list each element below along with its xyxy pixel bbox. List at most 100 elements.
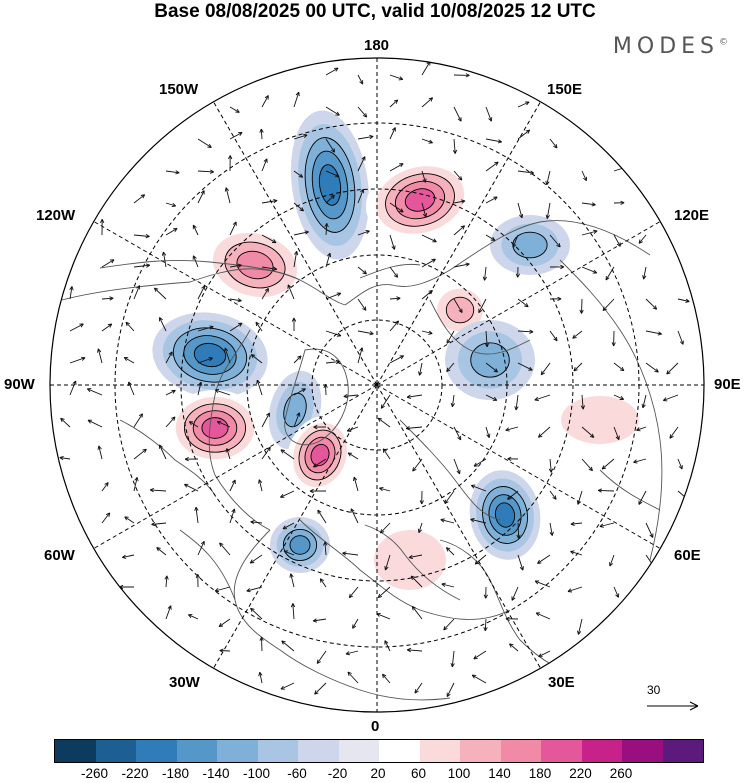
wind-vector <box>133 413 143 428</box>
wind-vector-head <box>188 421 194 426</box>
wind-vector-head <box>443 625 448 631</box>
colorbar-tick-label: 20 <box>370 766 386 781</box>
wind-vector <box>122 554 135 558</box>
anomaly-contour <box>374 530 446 590</box>
modes-logo: MODES© <box>613 34 728 59</box>
wind-vector <box>192 224 199 236</box>
wind-vector-head <box>638 239 643 244</box>
wind-vector <box>159 317 167 332</box>
wind-vector-head <box>591 202 596 207</box>
wind-vector <box>197 357 213 364</box>
wind-vector <box>412 458 423 472</box>
wind-vector <box>350 508 359 524</box>
wind-vector <box>389 74 403 80</box>
wind-vector-head <box>377 417 383 422</box>
wind-vector-head <box>431 258 436 263</box>
wind-vector <box>165 575 168 588</box>
wind-vector <box>347 671 359 684</box>
colorbar-tick-label: -260 <box>80 766 109 781</box>
wind-vector-head <box>567 588 573 593</box>
wind-vector <box>453 138 456 154</box>
wind-vector <box>441 583 455 588</box>
wind-vector-head <box>266 412 270 418</box>
wind-vector-head <box>537 559 542 564</box>
wind-vector-head <box>134 477 139 482</box>
wind-vector-head <box>296 412 301 417</box>
wind-vector <box>324 541 327 556</box>
wind-vector <box>410 575 423 588</box>
wind-vector-head <box>394 320 400 325</box>
wind-vector <box>60 417 71 428</box>
wind-vector <box>325 194 335 204</box>
wind-vector <box>282 522 295 530</box>
wind-vector-head <box>161 251 167 256</box>
wind-vector <box>290 573 295 588</box>
wind-vector <box>577 490 583 505</box>
wind-vector-head <box>493 196 498 201</box>
wind-vector <box>376 613 391 620</box>
wind-vector <box>260 128 263 140</box>
wind-vector-head <box>444 499 449 504</box>
wind-vector-head <box>678 465 683 470</box>
wind-vector-head <box>227 155 233 160</box>
wind-vector-head <box>548 468 554 473</box>
wind-vector-head <box>159 317 163 322</box>
wind-vector <box>389 297 401 300</box>
wind-vector-head <box>171 416 176 421</box>
wind-vector-head <box>347 452 353 457</box>
wind-vector-head <box>616 242 621 247</box>
wind-vector-head <box>345 651 350 656</box>
wind-vector-head <box>255 321 260 327</box>
wind-vector <box>446 330 455 344</box>
colorbar-swatch <box>298 740 339 762</box>
wind-vector-head <box>59 455 64 461</box>
wind-vector <box>453 298 463 313</box>
wind-vector <box>453 106 462 122</box>
wind-vector-head <box>599 523 604 528</box>
wind-vector <box>261 288 269 300</box>
wind-vector-head <box>399 208 404 213</box>
wind-vector-head <box>280 449 285 454</box>
wind-vector-head <box>570 550 575 555</box>
wind-vector-head <box>457 117 462 122</box>
wind-vector-head <box>175 170 180 175</box>
wind-vector <box>517 170 534 174</box>
wind-vector <box>357 106 368 118</box>
wind-vector <box>645 362 659 373</box>
wind-vector <box>343 394 359 397</box>
wind-vector-head <box>140 194 146 199</box>
wind-vector <box>581 202 596 206</box>
wind-vector <box>224 347 231 364</box>
wind-vector-head <box>352 624 357 629</box>
wind-vector-head <box>136 285 141 290</box>
anomaly-contour <box>561 396 639 444</box>
wind-vector-head <box>473 462 478 467</box>
wind-vector <box>188 614 199 620</box>
wind-vector <box>573 362 583 372</box>
wind-vector-head <box>195 574 201 579</box>
wind-vector-head <box>360 188 365 194</box>
wind-vector-head <box>330 194 335 200</box>
wind-vector-head <box>319 578 325 583</box>
wind-vector-head <box>399 355 404 360</box>
wind-vector <box>389 266 398 278</box>
wind-vector-head <box>334 67 339 72</box>
wind-vector <box>517 129 530 140</box>
wind-vector <box>246 586 263 592</box>
wind-vector <box>389 355 404 364</box>
wind-vector <box>229 264 242 268</box>
anomaly-contour <box>193 342 227 368</box>
wind-vector <box>485 330 488 347</box>
wind-vector-head <box>359 347 364 352</box>
wind-vector-head <box>335 173 340 178</box>
wind-vector <box>384 554 391 571</box>
wind-vector-head <box>408 554 414 560</box>
wind-vector-head <box>470 518 475 523</box>
wind-vector <box>451 394 455 407</box>
wind-vector-head <box>298 173 304 178</box>
wind-vector <box>453 426 462 441</box>
colorbar-tick-label: 260 <box>609 766 633 781</box>
wind-vector <box>347 452 359 460</box>
wind-vector-head <box>314 690 319 695</box>
colorbar-tick-label: -140 <box>202 766 230 781</box>
